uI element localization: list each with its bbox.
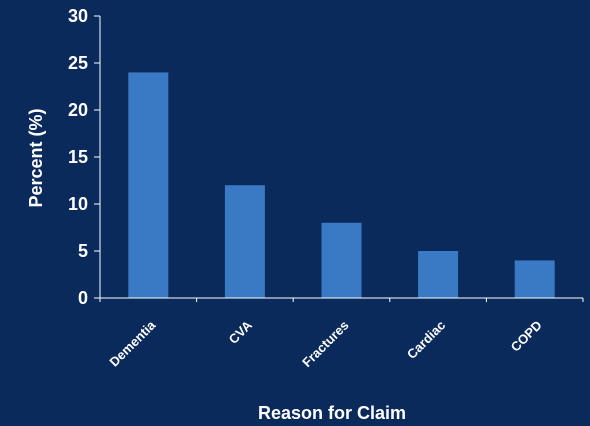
y-axis-title: Percent (%) (26, 108, 46, 207)
bar-copd (514, 260, 555, 298)
x-axis-title: Reason for Claim (258, 403, 406, 423)
y-tick-label: 15 (68, 147, 88, 167)
y-tick-label: 20 (68, 100, 88, 120)
y-tick-label: 0 (78, 288, 88, 308)
y-tick-label: 10 (68, 194, 88, 214)
bar-fractures (321, 222, 362, 298)
bar-cardiac (418, 251, 459, 298)
y-tick-label: 5 (78, 241, 88, 261)
bar-cva (224, 185, 265, 298)
bar-dementia (128, 72, 169, 299)
y-tick-label: 25 (68, 53, 88, 73)
y-tick-label: 30 (68, 6, 88, 26)
